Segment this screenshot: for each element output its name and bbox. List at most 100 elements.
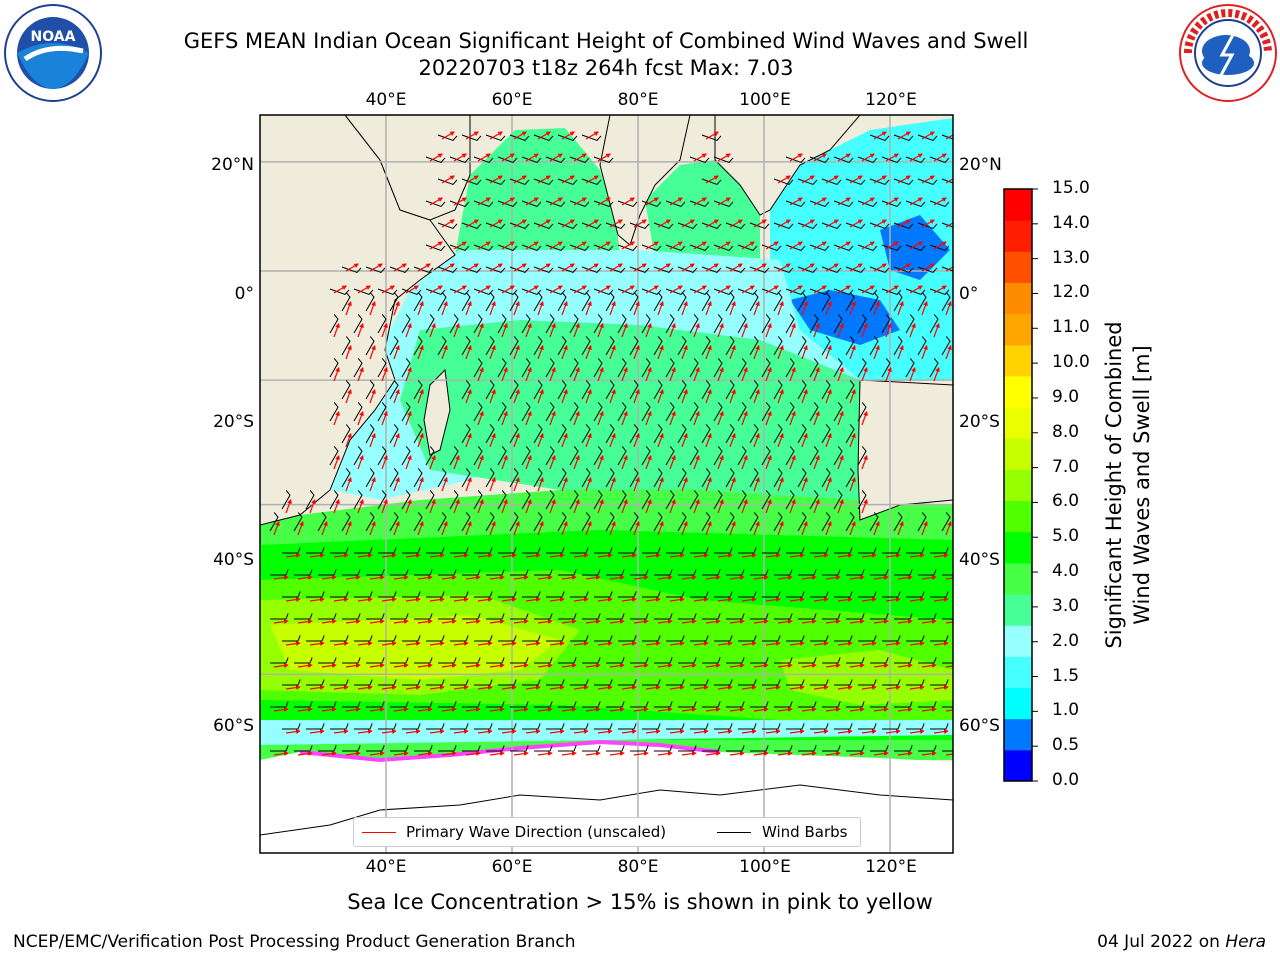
wave-direction-arrow — [933, 641, 949, 646]
wave-direction-arrow — [369, 388, 376, 404]
wave-direction-arrow — [453, 322, 460, 338]
colorbar-frame — [1003, 188, 1033, 782]
wave-direction-arrow — [405, 729, 421, 734]
wave-direction-arrow — [921, 263, 935, 272]
wave-direction-arrow — [669, 197, 683, 206]
wind-barb — [281, 490, 291, 510]
wave-direction-arrow — [285, 553, 301, 558]
wave-direction-arrow — [657, 575, 673, 580]
wave-direction-arrow — [801, 300, 808, 316]
wind-barb — [618, 591, 637, 598]
wave-direction-arrow — [477, 553, 493, 558]
india-landmass — [599, 115, 691, 246]
wave-direction-arrow — [801, 520, 808, 536]
wind-barb — [546, 679, 565, 686]
wave-direction-arrow — [681, 263, 695, 272]
wave-direction-arrow — [573, 498, 580, 514]
wave-direction-arrow — [537, 344, 544, 360]
wave-direction-arrow — [345, 751, 361, 756]
wave-direction-arrow — [705, 707, 721, 712]
wave-direction-arrow — [309, 729, 325, 734]
wind-barb — [917, 292, 927, 312]
wave-direction-arrow — [417, 344, 424, 360]
wind-barb — [677, 512, 687, 532]
wind-barb — [378, 547, 397, 554]
wind-barb — [642, 723, 661, 730]
wind-barb — [402, 679, 421, 686]
wind-barb — [654, 657, 673, 664]
wind-barb — [642, 635, 661, 642]
wind-barb — [365, 292, 375, 312]
wind-barb — [713, 490, 723, 510]
wind-barb — [425, 244, 446, 252]
wave-direction-arrow — [621, 322, 628, 338]
arabia-landmass — [344, 115, 471, 221]
wave-direction-arrow — [381, 685, 397, 690]
wind-barb — [821, 468, 831, 488]
wave-direction-arrow — [429, 241, 443, 250]
wind-barb — [605, 222, 626, 230]
wave-direction-arrow — [405, 553, 421, 558]
wave-direction-arrow — [909, 685, 925, 690]
wave-direction-arrow — [885, 322, 892, 338]
wave-direction-arrow — [681, 619, 697, 624]
wave-direction-arrow — [705, 300, 712, 316]
wind-barb — [785, 156, 806, 164]
colorbar-segment — [1004, 594, 1032, 626]
wind-barb — [701, 424, 711, 444]
wind-barb — [365, 512, 375, 532]
wave-direction-layer — [273, 131, 953, 756]
wind-barb — [473, 288, 494, 296]
wave-direction-arrow — [753, 476, 760, 492]
wind-barb — [569, 490, 579, 510]
wave-direction-arrow — [501, 729, 517, 734]
wave-direction-arrow — [741, 454, 748, 470]
wave-direction-arrow — [597, 498, 604, 514]
wave-direction-arrow — [933, 685, 949, 690]
footer-date-text: 04 Jul 2022 on — [1097, 932, 1226, 952]
wind-barb — [377, 288, 398, 296]
se-asia-landmass — [714, 115, 861, 216]
wave-direction-arrow — [813, 285, 827, 294]
wave-direction-arrow — [333, 454, 340, 470]
wave-direction-arrow — [333, 322, 340, 338]
wind-barb — [462, 745, 481, 752]
wave-direction-arrow — [897, 219, 911, 228]
wave-direction-arrow — [729, 707, 745, 712]
wave-direction-arrow — [417, 476, 424, 492]
wave-direction-arrow — [561, 432, 568, 448]
wind-barb — [425, 446, 435, 466]
wave-direction-arrow — [549, 597, 565, 602]
wave-direction-arrow — [549, 410, 556, 426]
wave-direction-arrow — [669, 241, 683, 250]
wave-direction-arrow — [837, 597, 853, 602]
wind-barb — [329, 314, 339, 334]
wave-direction-arrow — [417, 619, 433, 624]
wave-direction-arrow — [861, 366, 868, 382]
wind-barb — [810, 547, 829, 554]
wave-direction-arrow — [765, 685, 781, 690]
wind-barb — [845, 424, 855, 444]
wave-direction-arrow — [861, 498, 868, 514]
wind-barb — [725, 424, 735, 444]
wave-direction-arrow — [801, 263, 815, 272]
wind-barb — [594, 723, 613, 730]
wind-barb — [354, 635, 373, 642]
wave-direction-arrow — [345, 476, 352, 492]
wind-barb — [606, 657, 625, 664]
wave-direction-arrow — [441, 219, 455, 228]
wave-direction-arrow — [873, 263, 887, 272]
wind-barb — [413, 336, 423, 356]
wind-barb — [306, 723, 325, 730]
wind-barb — [593, 288, 614, 296]
wave-direction-arrow — [501, 685, 517, 690]
wind-barb — [509, 292, 519, 312]
wind-barb — [581, 380, 591, 400]
wind-barb — [545, 446, 555, 466]
wind-barb — [329, 402, 339, 422]
wind-barb — [377, 314, 387, 334]
wave-direction-arrow — [369, 476, 376, 492]
wave-direction-arrow — [909, 729, 925, 734]
colorbar-tick-label: 9.0 — [1052, 386, 1080, 407]
wave-direction-arrow — [549, 366, 556, 382]
